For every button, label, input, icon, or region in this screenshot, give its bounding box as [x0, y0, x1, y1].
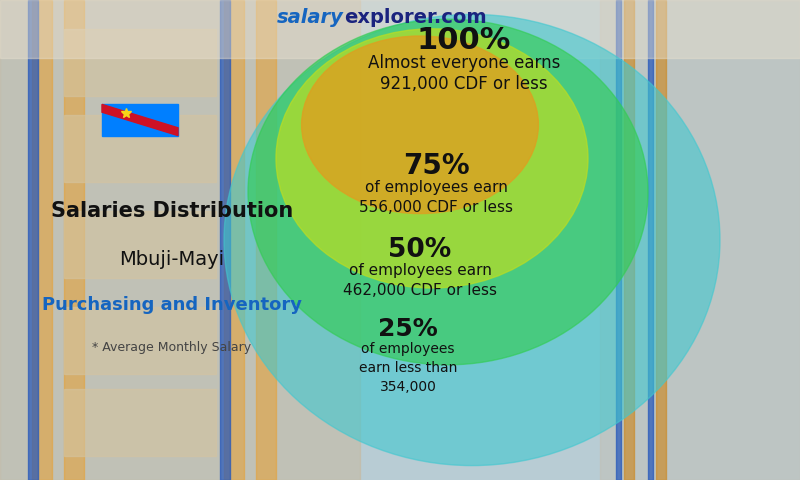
Bar — [220, 0, 230, 480]
Bar — [102, 104, 178, 135]
Text: of employees earn: of employees earn — [365, 180, 507, 195]
Bar — [64, 115, 216, 182]
Text: Purchasing and Inventory: Purchasing and Inventory — [42, 296, 302, 314]
Text: of employees: of employees — [362, 342, 454, 356]
Bar — [28, 0, 38, 480]
Text: explorer.com: explorer.com — [344, 8, 486, 27]
Bar — [64, 389, 216, 456]
Ellipse shape — [248, 19, 648, 365]
Bar — [624, 0, 634, 480]
Text: 100%: 100% — [417, 26, 511, 55]
Text: earn less than: earn less than — [359, 361, 457, 375]
Bar — [648, 0, 653, 480]
Bar — [600, 0, 800, 480]
Text: Salaries Distribution: Salaries Distribution — [51, 201, 293, 221]
Ellipse shape — [224, 14, 720, 466]
Text: Mbuji-Mayi: Mbuji-Mayi — [119, 250, 225, 269]
Text: 50%: 50% — [388, 237, 452, 263]
Bar — [0, 0, 800, 58]
Bar — [64, 307, 216, 374]
Text: 354,000: 354,000 — [379, 380, 437, 394]
Bar — [224, 0, 244, 480]
Polygon shape — [102, 105, 178, 135]
Bar — [0, 0, 360, 480]
Ellipse shape — [302, 36, 538, 214]
Ellipse shape — [276, 29, 588, 288]
Bar — [32, 0, 52, 480]
Bar — [64, 0, 84, 480]
Text: 556,000 CDF or less: 556,000 CDF or less — [359, 200, 513, 216]
Text: 25%: 25% — [378, 317, 438, 341]
Bar — [64, 29, 216, 96]
Bar — [656, 0, 666, 480]
Text: salary: salary — [277, 8, 344, 27]
Text: Almost everyone earns: Almost everyone earns — [368, 54, 560, 72]
Bar — [616, 0, 621, 480]
Text: 75%: 75% — [402, 152, 470, 180]
Text: of employees earn: of employees earn — [349, 263, 491, 278]
Bar — [64, 211, 216, 278]
Text: 921,000 CDF or less: 921,000 CDF or less — [380, 75, 548, 93]
Text: 462,000 CDF or less: 462,000 CDF or less — [343, 283, 497, 298]
Bar — [256, 0, 276, 480]
Text: * Average Monthly Salary: * Average Monthly Salary — [93, 341, 251, 355]
